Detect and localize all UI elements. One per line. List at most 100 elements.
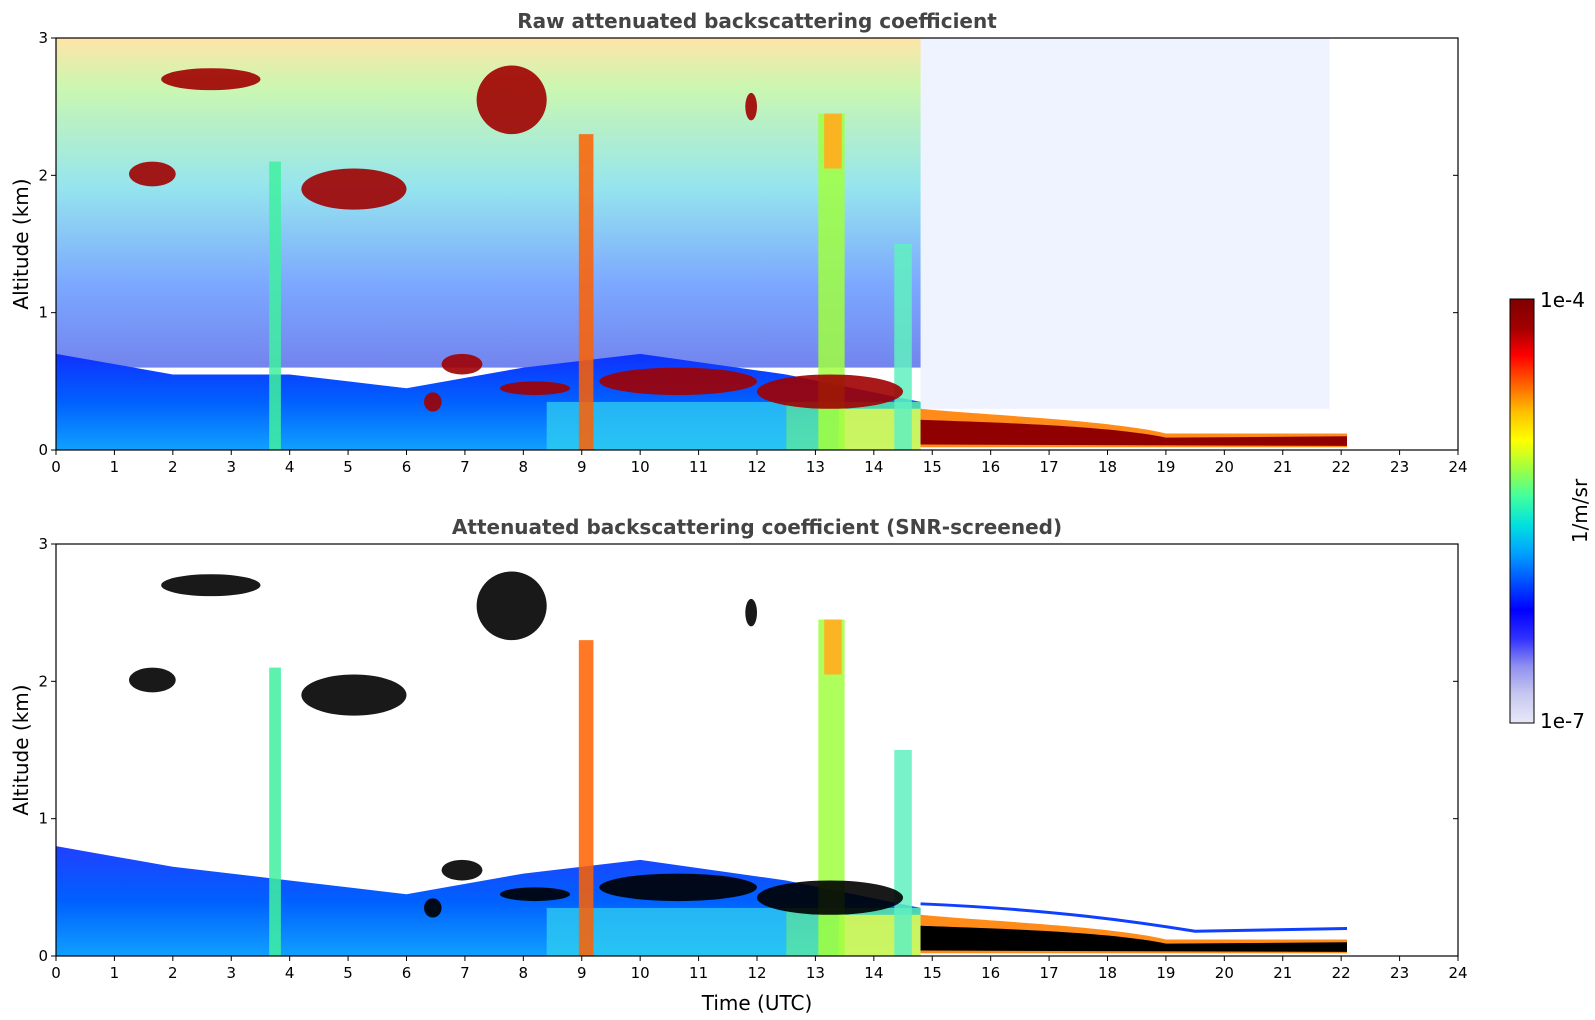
top-x-axis: 0 1 2 3 4 5 6 7 8 9 10 11 12 13 14 15 16 17 18 19 20 21 22 23 24: [51, 450, 1468, 476]
colorbar-unit-label: 1/m/sr: [1568, 478, 1592, 543]
bottom-panel: Attenuated backscattering coefficient (S…: [9, 515, 1468, 1015]
y-tick-label: 0: [38, 441, 48, 459]
noise-field-sparse: [920, 38, 1330, 409]
x-tick-label: 12: [747, 458, 766, 476]
x-tick-label: 11: [689, 458, 708, 476]
x-tick-label: 12: [747, 964, 766, 982]
cloud-top: [824, 113, 842, 169]
cloud: [301, 674, 407, 716]
x-tick-label: 0: [51, 458, 61, 476]
x-tick-label: 6: [402, 964, 412, 982]
colorbar-min-label: 1e-7: [1540, 709, 1585, 733]
x-tick-label: 0: [51, 964, 61, 982]
x-tick-label: 13: [806, 964, 825, 982]
cloud: [745, 598, 757, 627]
x-tick-label: 2: [168, 964, 178, 982]
colorbar: 1e-4 1e-7 1/m/sr: [1509, 288, 1592, 733]
cloud: [499, 887, 571, 902]
x-tick-label: 6: [402, 458, 412, 476]
x-tick-label: 8: [519, 964, 529, 982]
x-tick-label: 23: [1390, 458, 1409, 476]
x-tick-label: 24: [1448, 458, 1467, 476]
x-tick-label: 2: [168, 458, 178, 476]
x-tick-label: 7: [460, 458, 470, 476]
x-tick-label: 13: [806, 458, 825, 476]
top-panel-title: Raw attenuated backscattering coefficien…: [517, 9, 997, 33]
x-tick-label: 19: [1156, 964, 1175, 982]
x-tick-label: 11: [689, 964, 708, 982]
y-tick-label: 2: [38, 166, 48, 184]
x-tick-label: 17: [1040, 964, 1059, 982]
cloud: [599, 873, 757, 902]
boundary-layer-top: [920, 419, 1348, 446]
cloud-column: [269, 161, 281, 450]
x-tick-label: 9: [577, 458, 587, 476]
x-tick-label: 9: [577, 964, 587, 982]
x-tick-label: 5: [343, 964, 353, 982]
x-tick-label: 10: [631, 458, 650, 476]
y-tick-label: 3: [38, 29, 48, 47]
top-panel: Raw attenuated backscattering coefficien…: [9, 9, 1468, 476]
boundary-layer-top: [920, 925, 1348, 952]
cloud: [441, 353, 483, 375]
cloud: [757, 880, 904, 915]
cloud: [129, 161, 176, 187]
x-tick-label: 4: [285, 964, 295, 982]
cloud: [161, 574, 261, 597]
cloud: [441, 859, 483, 881]
x-tick-label: 4: [285, 458, 295, 476]
x-tick-label: 10: [631, 964, 650, 982]
cloud-column: [894, 244, 912, 450]
x-tick-label: 8: [519, 458, 529, 476]
bottom-heatmap: [56, 544, 1458, 956]
cloud-column: [578, 134, 594, 450]
cloud: [476, 571, 547, 641]
no-data-region: [1347, 38, 1458, 450]
boundary-layer-edge: [920, 902, 1348, 933]
bottom-panel-title: Attenuated backscattering coefficient (S…: [452, 515, 1062, 539]
cloud-top: [824, 619, 842, 675]
cloud: [129, 667, 176, 693]
cloud-column: [894, 750, 912, 956]
x-tick-label: 23: [1390, 964, 1409, 982]
cloud: [424, 898, 442, 918]
top-y-axis-label: Altitude (km): [9, 178, 33, 309]
x-tick-label: 18: [1098, 458, 1117, 476]
cloud-column: [578, 640, 594, 956]
x-tick-label: 16: [981, 458, 1000, 476]
cloud: [499, 381, 571, 396]
x-tick-label: 20: [1215, 964, 1234, 982]
x-axis-label: Time (UTC): [701, 991, 813, 1015]
x-tick-label: 1: [110, 458, 120, 476]
cloud-column: [269, 667, 281, 956]
x-tick-label: 15: [923, 964, 942, 982]
cloud: [161, 68, 261, 91]
y-tick-label: 2: [38, 672, 48, 690]
colorbar-max-label: 1e-4: [1540, 288, 1585, 312]
x-tick-label: 14: [864, 458, 883, 476]
y-tick-label: 0: [38, 947, 48, 965]
bottom-y-axis-label: Altitude (km): [9, 684, 33, 815]
bottom-x-axis: 0 1 2 3 4 5 6 7 8 9 10 11 12 13 14 15 16 17 18 19 20 21 22 23 24: [51, 956, 1468, 982]
x-tick-label: 22: [1332, 964, 1351, 982]
x-tick-label: 1: [110, 964, 120, 982]
x-tick-label: 3: [226, 458, 236, 476]
x-tick-label: 21: [1273, 458, 1292, 476]
x-tick-label: 5: [343, 458, 353, 476]
x-tick-label: 22: [1332, 458, 1351, 476]
cloud: [599, 367, 757, 396]
cloud: [476, 65, 547, 135]
x-tick-label: 24: [1448, 964, 1467, 982]
y-tick-label: 1: [38, 304, 48, 322]
x-tick-label: 20: [1215, 458, 1234, 476]
y-tick-label: 1: [38, 810, 48, 828]
x-tick-label: 7: [460, 964, 470, 982]
x-tick-label: 15: [923, 458, 942, 476]
x-tick-label: 16: [981, 964, 1000, 982]
bottom-y-axis: 0 1 2 3: [38, 535, 1458, 965]
top-y-axis: 0 1 2 3: [38, 29, 1458, 459]
cloud: [301, 168, 407, 210]
x-tick-label: 14: [864, 964, 883, 982]
colorbar-bar: [1509, 298, 1535, 724]
